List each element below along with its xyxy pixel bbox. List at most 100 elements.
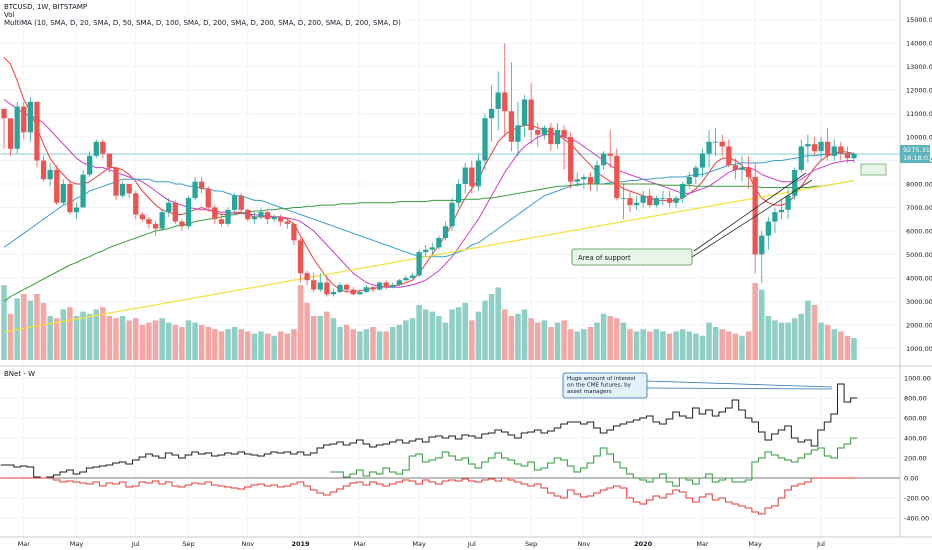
- candle[interactable]: [34, 101, 40, 168]
- candle[interactable]: [495, 71, 501, 131]
- candle[interactable]: [548, 122, 554, 152]
- candle[interactable]: [475, 153, 482, 192]
- candle[interactable]: [647, 188, 653, 208]
- candle[interactable]: [772, 207, 778, 234]
- candle[interactable]: [146, 216, 152, 229]
- candle[interactable]: [185, 195, 192, 229]
- annotations[interactable]: Area of support Huge amount of interest on…: [562, 163, 887, 399]
- candle[interactable]: [785, 188, 791, 220]
- candle[interactable]: [409, 273, 416, 280]
- candle[interactable]: [225, 207, 231, 227]
- candle[interactable]: [521, 94, 528, 138]
- candle[interactable]: [126, 184, 132, 199]
- candle[interactable]: [7, 118, 14, 156]
- candle[interactable]: [423, 245, 429, 257]
- candle[interactable]: [311, 273, 317, 292]
- candle[interactable]: [818, 137, 824, 161]
- candle[interactable]: [14, 101, 20, 154]
- candle[interactable]: [172, 200, 178, 224]
- candle[interactable]: [205, 186, 211, 213]
- candle[interactable]: [660, 191, 666, 206]
- candle[interactable]: [403, 275, 409, 282]
- candle[interactable]: [291, 223, 297, 246]
- candle[interactable]: [541, 125, 547, 140]
- candle[interactable]: [633, 195, 640, 210]
- candle[interactable]: [67, 179, 73, 215]
- candle[interactable]: [627, 191, 633, 213]
- candle[interactable]: [456, 179, 462, 208]
- candle[interactable]: [442, 221, 449, 241]
- candle[interactable]: [139, 212, 146, 222]
- candle[interactable]: [330, 288, 337, 297]
- candle[interactable]: [199, 176, 205, 194]
- candle[interactable]: [350, 287, 356, 296]
- candle[interactable]: [27, 97, 33, 142]
- candle[interactable]: [152, 221, 159, 236]
- candle[interactable]: [396, 279, 402, 287]
- candle[interactable]: [449, 198, 455, 231]
- candle[interactable]: [732, 158, 739, 180]
- candle[interactable]: [680, 181, 686, 203]
- candle[interactable]: [693, 165, 699, 184]
- candle[interactable]: [390, 282, 396, 289]
- candle[interactable]: [192, 176, 198, 201]
- candle[interactable]: [179, 219, 185, 231]
- candle[interactable]: [739, 155, 745, 182]
- bnet-axis[interactable]: 1000.00 800.00 600.00 400.00 200.00 0.00 -200.…: [904, 375, 931, 523]
- candle[interactable]: [317, 273, 323, 292]
- candle[interactable]: [614, 148, 620, 201]
- candle[interactable]: [47, 162, 53, 187]
- candle[interactable]: [699, 148, 706, 177]
- candle[interactable]: [271, 214, 277, 222]
- candle[interactable]: [811, 137, 818, 156]
- candle[interactable]: [21, 101, 27, 140]
- candle[interactable]: [587, 172, 594, 192]
- candle[interactable]: [40, 155, 47, 182]
- candle[interactable]: [666, 191, 673, 208]
- candle[interactable]: [561, 125, 567, 170]
- candle[interactable]: [745, 155, 752, 189]
- candle[interactable]: [264, 210, 271, 224]
- candle[interactable]: [752, 162, 758, 274]
- candle[interactable]: [568, 132, 574, 189]
- candle[interactable]: [251, 212, 258, 224]
- candle[interactable]: [581, 174, 587, 189]
- support-callout[interactable]: Area of support: [571, 172, 813, 266]
- candle[interactable]: [166, 198, 172, 217]
- candle[interactable]: [231, 193, 238, 213]
- candle[interactable]: [528, 83, 534, 145]
- time-axis[interactable]: Mar May Jul Sep Nov 2019 Mar May Jul Sep Nov 2020 Ma…: [18, 540, 826, 548]
- candle[interactable]: [778, 200, 785, 220]
- candle[interactable]: [686, 172, 692, 189]
- candle[interactable]: [844, 146, 851, 163]
- candle[interactable]: [792, 167, 798, 201]
- candle[interactable]: [825, 127, 831, 161]
- candle[interactable]: [838, 141, 844, 161]
- candle[interactable]: [798, 139, 804, 173]
- candle[interactable]: [278, 214, 284, 227]
- candle[interactable]: [416, 249, 422, 277]
- candle[interactable]: [673, 195, 679, 208]
- candle[interactable]: [60, 179, 66, 206]
- candle[interactable]: [653, 195, 659, 208]
- candle[interactable]: [515, 101, 521, 156]
- candle[interactable]: [600, 151, 607, 170]
- candle[interactable]: [535, 122, 541, 147]
- candle[interactable]: [370, 286, 376, 292]
- candle[interactable]: [719, 134, 725, 156]
- candle[interactable]: [133, 191, 139, 220]
- candle[interactable]: [218, 214, 225, 227]
- candle[interactable]: [363, 284, 370, 294]
- candle[interactable]: [706, 130, 712, 168]
- candle[interactable]: [113, 167, 119, 201]
- candle[interactable]: [1, 108, 7, 149]
- candle[interactable]: [594, 160, 600, 192]
- candle[interactable]: [607, 130, 613, 168]
- candle[interactable]: [106, 153, 113, 173]
- candle[interactable]: [482, 113, 488, 170]
- candle[interactable]: [712, 127, 719, 156]
- candle[interactable]: [376, 281, 383, 291]
- candle[interactable]: [508, 61, 514, 152]
- candle[interactable]: [383, 280, 389, 290]
